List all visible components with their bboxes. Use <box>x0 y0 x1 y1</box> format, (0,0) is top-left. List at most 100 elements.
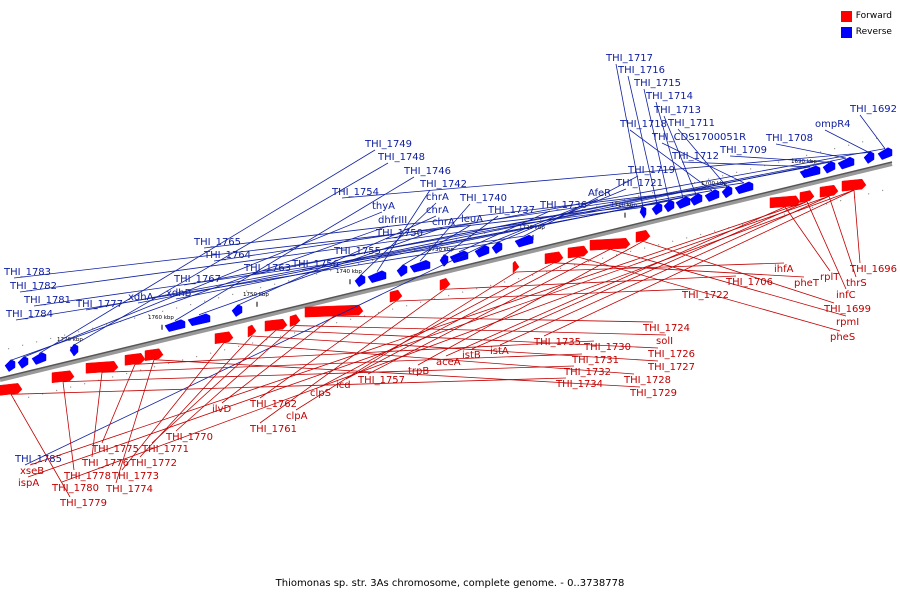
forward-leader-line <box>515 262 785 273</box>
track-dot <box>840 200 842 202</box>
track-dot <box>722 175 724 177</box>
forward-gene-label: THI_1780 <box>51 483 99 494</box>
reverse-leader-line <box>496 188 627 243</box>
forward-gene-label: THI_1728 <box>623 375 671 386</box>
track-dot <box>190 303 192 306</box>
forward-gene-arrow <box>0 383 23 396</box>
forward-leader-line <box>499 195 830 346</box>
reverse-leader-line <box>663 115 697 195</box>
track-dot <box>204 300 206 302</box>
reverse-gene-label: THI_1715 <box>633 78 681 89</box>
forward-leader-line <box>333 315 654 323</box>
tick-label: 1710 kbp <box>611 203 637 209</box>
track-dot <box>658 244 660 246</box>
reverse-gene-arrow <box>822 160 836 174</box>
forward-gene-label: THI_1757 <box>357 375 405 386</box>
forward-leader-line <box>828 196 857 278</box>
reverse-leader-line <box>359 202 437 277</box>
forward-gene-label: THI_1722 <box>681 290 729 301</box>
forward-gene-arrow <box>544 251 564 265</box>
forward-gene-label: THI_1726 <box>647 349 695 360</box>
reverse-gene-label: THI_1709 <box>719 145 767 156</box>
forward-leader-line <box>139 335 253 458</box>
reverse-gene-arrow <box>877 147 893 160</box>
reverse-gene-label: THI_1749 <box>364 139 412 150</box>
track-dot <box>476 288 478 290</box>
forward-gene-label: xseB <box>20 466 44 477</box>
reverse-gene-label: THI_1708 <box>765 133 813 144</box>
reverse-leader-line <box>661 142 745 184</box>
track-dot <box>518 277 520 280</box>
track-dot <box>764 164 766 167</box>
track-dot <box>8 348 10 350</box>
reverse-gene-label: THI_1717 <box>605 53 653 64</box>
reverse-gene-arrow <box>354 274 366 288</box>
reverse-gene-arrow <box>689 193 703 206</box>
forward-leader-line <box>62 381 75 471</box>
track-dot <box>336 322 338 324</box>
track-dot <box>64 334 66 336</box>
forward-leader-line <box>153 359 641 388</box>
forward-gene-label: THI_1734 <box>555 379 603 390</box>
reverse-gene-label: dhfrIII <box>378 215 407 226</box>
forward-gene-arrow <box>389 289 403 303</box>
forward-leader-line <box>609 248 847 317</box>
track-dot <box>812 206 814 208</box>
forward-leader-line <box>295 271 517 411</box>
reverse-gene-arrow <box>704 189 720 202</box>
forward-gene-label: THI_1778 <box>63 471 111 482</box>
reverse-gene-label: THI_1777 <box>75 299 123 310</box>
reverse-gene-arrow <box>164 319 186 332</box>
track-dot <box>694 181 696 184</box>
track-dot <box>56 389 58 392</box>
forward-gene-label: pheT <box>794 278 820 289</box>
reverse-gene-label: THI_1756 <box>291 259 339 270</box>
forward-leader-line <box>345 256 579 380</box>
legend-reverse-swatch <box>840 26 852 38</box>
reverse-leader-line <box>22 211 383 358</box>
forward-leader-line <box>784 206 831 272</box>
forward-leader-line <box>642 240 835 304</box>
tick-label: 1760 kbp <box>148 315 174 321</box>
track-dot <box>266 339 268 341</box>
forward-leader-line <box>101 364 136 444</box>
forward-gene-label: THI_1731 <box>571 355 619 366</box>
reverse-gene-label: THI_1721 <box>615 178 663 189</box>
track-dot <box>882 189 884 192</box>
forward-gene-label: trpB <box>408 366 429 377</box>
track-dot <box>182 359 184 361</box>
forward-gene-label: THI_1775 <box>91 444 139 455</box>
track-dot <box>420 301 422 303</box>
reverse-leader-line <box>33 235 525 307</box>
reverse-gene-arrow <box>799 165 821 179</box>
reverse-leader-line <box>236 215 437 306</box>
track-dot <box>134 317 136 319</box>
track-dot <box>274 283 276 285</box>
track-dot <box>28 396 30 398</box>
track-dot <box>686 237 688 239</box>
reverse-gene-label: thyA <box>372 201 395 212</box>
forward-gene-label: clpS <box>310 388 331 399</box>
track-dot <box>288 280 290 282</box>
forward-leader-line <box>10 394 71 498</box>
reverse-gene-label: THI_1711 <box>667 118 715 129</box>
forward-gene-label: rpmI <box>836 317 859 328</box>
track-dot <box>22 344 24 346</box>
forward-gene-label: THI_1727 <box>647 362 695 373</box>
legend-reverse: Reverse <box>840 24 892 40</box>
forward-leader-line <box>471 201 808 350</box>
forward-leader-line <box>134 340 595 365</box>
forward-leader-line <box>275 329 659 349</box>
track-dot <box>504 281 506 283</box>
reverse-leader-line <box>15 242 498 321</box>
reverse-gene-arrow <box>474 244 490 258</box>
reverse-gene-label: THI_1742 <box>419 179 467 190</box>
reverse-leader-line <box>615 63 644 208</box>
forward-leader-line <box>806 201 847 290</box>
tick-label: 1730 kbp <box>428 247 454 253</box>
track-dot <box>364 315 366 317</box>
forward-leader-line <box>853 190 861 264</box>
track-dot <box>574 264 576 266</box>
forward-gene-arrow <box>144 348 164 361</box>
reverse-leader-line <box>24 245 483 466</box>
